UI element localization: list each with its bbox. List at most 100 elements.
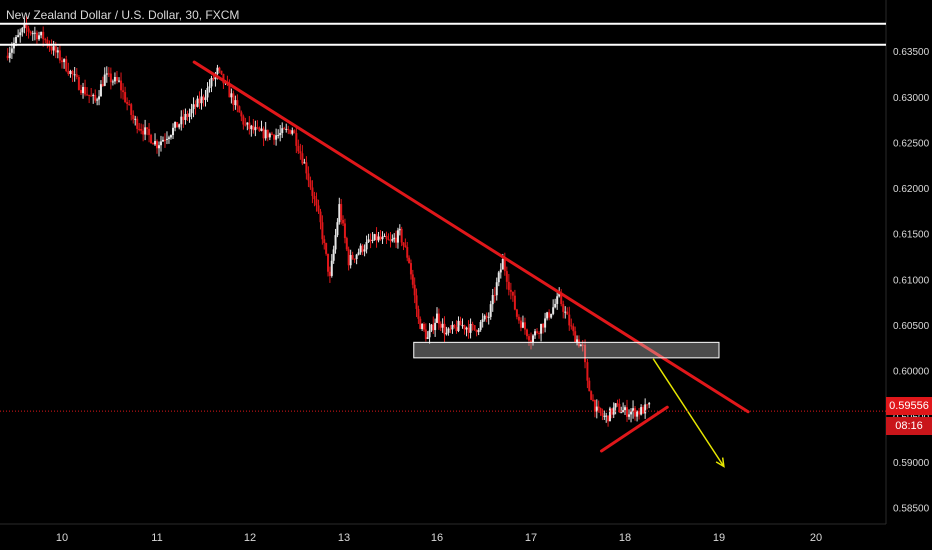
candle-body: [441, 323, 444, 328]
candle-body: [375, 234, 378, 241]
candle-body: [248, 122, 251, 130]
candle-body: [618, 404, 621, 413]
candle-body: [471, 323, 474, 326]
x-tick-label: 10: [56, 532, 68, 544]
candle-body: [6, 55, 9, 59]
candles: [6, 16, 651, 427]
candle-body: [90, 95, 93, 97]
candle-body: [601, 412, 604, 416]
candle-body: [597, 406, 600, 409]
x-tick-label: 19: [713, 532, 725, 544]
candle-body: [495, 282, 498, 296]
candle-body: [317, 205, 320, 212]
candle-body: [283, 128, 286, 130]
candle-body: [122, 90, 125, 93]
candle-body: [369, 239, 372, 241]
candle-body: [413, 284, 416, 296]
candle-body: [586, 362, 589, 381]
candle-body: [101, 84, 104, 86]
candle-body: [21, 27, 24, 33]
candle-body: [428, 330, 431, 338]
candle-body: [303, 162, 306, 164]
candle-body: [628, 414, 631, 417]
candle-body: [287, 128, 290, 131]
candle-body: [144, 127, 147, 135]
candle-body: [208, 86, 211, 88]
candle-body: [321, 222, 324, 240]
candle-body: [365, 242, 368, 250]
candle-body: [15, 37, 18, 44]
candle-body: [546, 312, 549, 319]
candle-body: [157, 145, 160, 149]
candle-body: [451, 324, 454, 330]
candle-body: [332, 249, 335, 261]
candle-body: [61, 60, 63, 63]
candle-body: [421, 323, 424, 329]
candle-body: [355, 254, 358, 259]
candle-body: [640, 407, 643, 415]
supply-zone: [413, 341, 720, 359]
candle-body: [574, 331, 577, 343]
candle-body: [94, 94, 97, 101]
candle-body: [473, 325, 476, 330]
candle-body: [167, 137, 170, 139]
candle-body: [455, 327, 458, 332]
candle-body: [232, 93, 235, 106]
candle-body: [230, 93, 233, 98]
candle-body: [608, 408, 611, 422]
candle-body: [240, 112, 243, 117]
candle-body: [523, 322, 526, 330]
candle-body: [23, 23, 26, 28]
candle-body: [65, 59, 68, 71]
candle-body: [424, 329, 427, 339]
candle-body: [196, 98, 199, 107]
candle-body: [646, 404, 649, 406]
candle-body: [540, 323, 543, 334]
candle-body: [176, 121, 179, 128]
candle-body: [103, 74, 106, 86]
candle-body: [379, 236, 382, 240]
candle-body: [595, 406, 598, 412]
candle-body: [620, 412, 623, 414]
candle-body: [35, 32, 38, 40]
candle-body: [169, 135, 172, 138]
candle-body: [642, 407, 645, 414]
candle-body: [402, 242, 405, 246]
candle-body: [614, 403, 617, 408]
candle-body: [285, 128, 288, 130]
candle-body: [550, 313, 553, 318]
candle-body: [525, 329, 528, 337]
candle-body: [449, 328, 452, 330]
candle-body: [319, 211, 322, 223]
candle-body: [536, 331, 539, 333]
candle-body: [588, 380, 591, 392]
candle-body: [477, 329, 480, 333]
candle-body: [558, 292, 561, 297]
candle-body: [82, 86, 85, 94]
drawings[interactable]: [0, 22, 886, 468]
projection-arrow: [652, 358, 725, 467]
candle-body: [132, 114, 135, 120]
y-tick-label: 0.60500: [893, 321, 930, 332]
candle-body: [584, 344, 587, 363]
candle-body: [323, 239, 326, 244]
candle-body: [161, 139, 164, 142]
candle-body: [148, 128, 151, 135]
candle-body: [467, 327, 470, 333]
candle-body: [622, 410, 625, 413]
candle-body: [202, 96, 205, 100]
candle-body: [564, 311, 567, 313]
candle-body: [527, 336, 530, 341]
candle-body: [554, 303, 557, 308]
candle-body: [552, 307, 555, 314]
candle-body: [624, 407, 626, 411]
candle-body: [252, 125, 255, 131]
symbol-title: New Zealand Dollar / U.S. Dollar, 30, FX…: [6, 8, 240, 22]
candle-body: [313, 195, 316, 200]
candle-body: [515, 309, 518, 317]
candle-body: [644, 404, 647, 414]
candle-body: [439, 323, 442, 328]
candle-body: [25, 23, 28, 29]
candle-body: [505, 271, 508, 282]
